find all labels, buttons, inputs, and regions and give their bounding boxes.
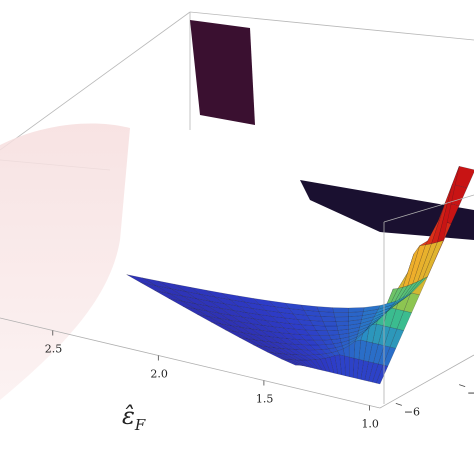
y-axis-ticks: −4 −6 [395,384,474,418]
box-edge [0,11,191,151]
box-edge [0,317,381,409]
y-tick-label: −6 [404,405,420,418]
surface-patch [126,274,156,286]
y-tick-mark [459,384,466,388]
x-tick-label: 2.0 [150,368,168,381]
shadow-projection [0,123,130,401]
x-axis-title: ε̂F [122,402,146,434]
box-edge [383,194,474,223]
x-axis-title-main: ε̂ [122,402,135,430]
bounding-box-front [0,194,474,409]
x-tick-label: 2.5 [45,343,63,356]
surface-patch [334,316,349,322]
y-tick-label: −4 [467,387,474,400]
x-axis-title-subscript: F [134,416,146,434]
surface-tail-patch [300,180,474,240]
box-edge [379,354,474,409]
surface-patch [348,356,355,378]
x-tick-label: 1.0 [361,418,379,431]
box-edge [189,11,474,41]
y-tick-mark [395,402,402,406]
surface-mesh [126,165,474,385]
surface-patch [322,320,338,327]
surface-dark-tail [190,20,474,240]
x-axis-ticks: 2.5 2.0 1.5 1.0 [45,330,379,431]
surface-patch [335,320,349,327]
surface-patch [333,312,349,318]
surface-patch [332,307,349,313]
surface-patch [316,306,334,313]
surface-wall [190,20,255,125]
surface-patch [320,316,337,322]
x-tick-label: 1.5 [256,393,274,406]
surface-patch [348,307,365,313]
